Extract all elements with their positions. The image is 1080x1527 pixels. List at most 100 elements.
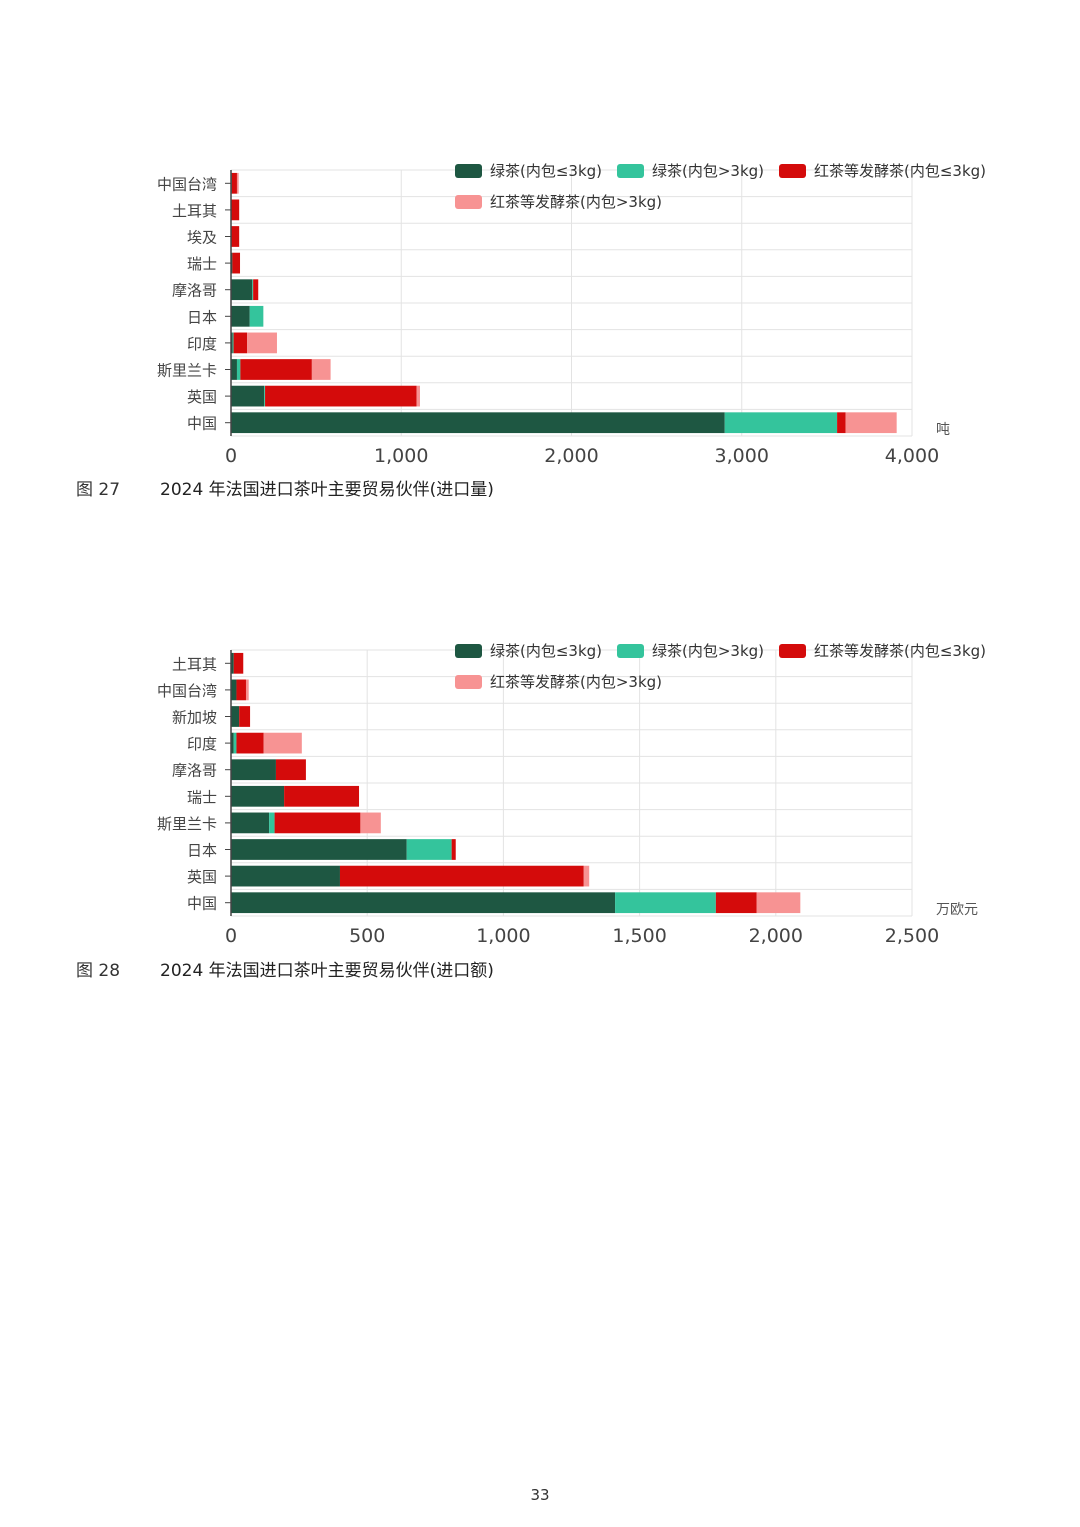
legend-label: 红茶等发酵茶(内包>3kg) — [490, 193, 662, 211]
unit-label: 吨 — [936, 422, 950, 438]
legend: 绿茶(内包≤3kg) 绿茶(内包>3kg) 红茶等发酵茶(内包≤3kg) 红茶等发酵茶… — [455, 642, 986, 691]
bar-segment-1 — [231, 279, 253, 301]
bar-segment-1 — [231, 839, 407, 860]
bar-segment-2 — [236, 359, 241, 380]
x-tick-label: 1,500 — [612, 925, 666, 947]
bar-segment-4 — [845, 412, 897, 434]
category-label: 斯里兰卡 — [157, 815, 217, 833]
category-label: 英国 — [187, 868, 217, 886]
bar-segment-3 — [236, 732, 264, 754]
x-tick-label: 0 — [225, 925, 237, 947]
category-label: 摩洛哥 — [172, 762, 217, 780]
legend-swatch — [779, 164, 806, 178]
page-number: 33 — [530, 1486, 550, 1504]
bar-segment-1 — [231, 332, 233, 354]
x-tick-label: 500 — [349, 925, 385, 947]
x-tick-label: 3,000 — [715, 445, 769, 467]
figure-title: 2024 年法国进口茶叶主要贸易伙伴(进口量) — [160, 480, 494, 500]
legend-swatch — [617, 164, 644, 178]
bar-segment-3 — [451, 839, 456, 860]
bar-segment-3 — [837, 412, 846, 434]
unit-label: 万欧元 — [936, 902, 978, 918]
bar-segment-3 — [232, 252, 241, 274]
bar-segment-1 — [231, 679, 237, 701]
legend-swatch — [779, 644, 806, 658]
bar-segment-2 — [252, 279, 254, 301]
bars — [231, 172, 897, 434]
bar-segment-2 — [724, 412, 838, 434]
bar-segment-1 — [231, 385, 265, 407]
legend-label: 绿茶(内包≤3kg) — [490, 642, 602, 660]
bar-segment-3 — [284, 785, 360, 807]
bar-segment-4 — [263, 732, 302, 754]
x-tick-label: 1,000 — [374, 445, 428, 467]
category-label: 新加坡 — [172, 709, 217, 727]
bar-segment-3 — [253, 279, 259, 301]
category-label: 印度 — [187, 335, 217, 353]
category-label: 斯里兰卡 — [157, 362, 217, 380]
x-tick-label: 2,500 — [885, 925, 939, 947]
bar-segment-1 — [231, 732, 234, 754]
category-label: 英国 — [187, 388, 217, 406]
bar-segment-3 — [239, 706, 251, 727]
category-label: 日本 — [187, 308, 217, 326]
bar-segment-4 — [236, 172, 239, 194]
x-tick-label: 0 — [225, 445, 237, 467]
category-label: 中国 — [187, 415, 217, 433]
category-label: 中国台湾 — [157, 682, 217, 700]
bar-segment-3 — [231, 226, 240, 247]
bar-segment-3 — [274, 812, 361, 834]
legend-label: 红茶等发酵茶(内包≤3kg) — [814, 642, 986, 660]
bar-segment-3 — [233, 332, 248, 354]
category-label: 日本 — [187, 842, 217, 860]
bar-segment-2 — [615, 892, 716, 914]
legend-swatch — [455, 164, 482, 178]
bar-segment-1 — [231, 359, 237, 380]
legend-swatch — [617, 644, 644, 658]
bar-segment-3 — [240, 359, 312, 380]
legend-label: 绿茶(内包>3kg) — [652, 642, 764, 660]
category-label: 瑞士 — [187, 788, 217, 806]
figure-title: 2024 年法国进口茶叶主要贸易伙伴(进口额) — [160, 961, 494, 981]
bar-segment-4 — [247, 332, 277, 354]
bar-segment-4 — [245, 679, 249, 701]
bar-segment-1 — [231, 706, 240, 727]
bar-segment-1 — [231, 892, 616, 914]
bar-segment-1 — [231, 652, 234, 674]
category-label: 土耳其 — [172, 202, 217, 220]
bar-segment-2 — [232, 332, 234, 354]
figure-label: 图 28 — [76, 961, 121, 981]
figure-caption-27: 图 27 2024 年法国进口茶叶主要贸易伙伴(进口量) — [76, 475, 494, 500]
x-tick-label: 1,000 — [476, 925, 530, 947]
legend: 绿茶(内包≤3kg) 绿茶(内包>3kg) 红茶等发酵茶(内包≤3kg) 红茶等发酵茶… — [455, 162, 986, 211]
bar-segment-2 — [406, 839, 452, 860]
legend-swatch — [455, 195, 482, 209]
bar-segment-1 — [231, 412, 725, 434]
bar-segment-2 — [233, 732, 237, 754]
legend-swatch — [455, 644, 482, 658]
bar-segment-3 — [715, 892, 757, 914]
legend-swatch — [455, 675, 482, 689]
legend-label: 红茶等发酵茶(内包≤3kg) — [814, 162, 986, 180]
x-tick-label: 2,000 — [749, 925, 803, 947]
bar-segment-4 — [416, 385, 420, 407]
bar-segment-3 — [231, 172, 237, 194]
legend-label: 绿茶(内包>3kg) — [652, 162, 764, 180]
legend-label: 红茶等发酵茶(内包>3kg) — [490, 673, 662, 691]
legend-label: 绿茶(内包≤3kg) — [490, 162, 602, 180]
bar-segment-2 — [249, 305, 264, 327]
bar-segment-1 — [231, 865, 340, 887]
bar-segment-4 — [360, 812, 381, 834]
bars — [231, 652, 801, 914]
category-label: 瑞士 — [187, 255, 217, 273]
bar-segment-1 — [231, 812, 270, 834]
bar-segment-2 — [269, 812, 275, 834]
bar-segment-2 — [264, 385, 266, 407]
grid — [230, 649, 913, 917]
category-label: 中国 — [187, 895, 217, 913]
bar-segment-3 — [339, 865, 584, 887]
chart-import-volume: 中国台湾 土耳其 埃及 瑞士 摩洛哥 日本 印度 斯里兰卡 英国 中国 0 1,000 2,000 3,0… — [0, 150, 1080, 510]
bar-segment-3 — [275, 759, 306, 781]
